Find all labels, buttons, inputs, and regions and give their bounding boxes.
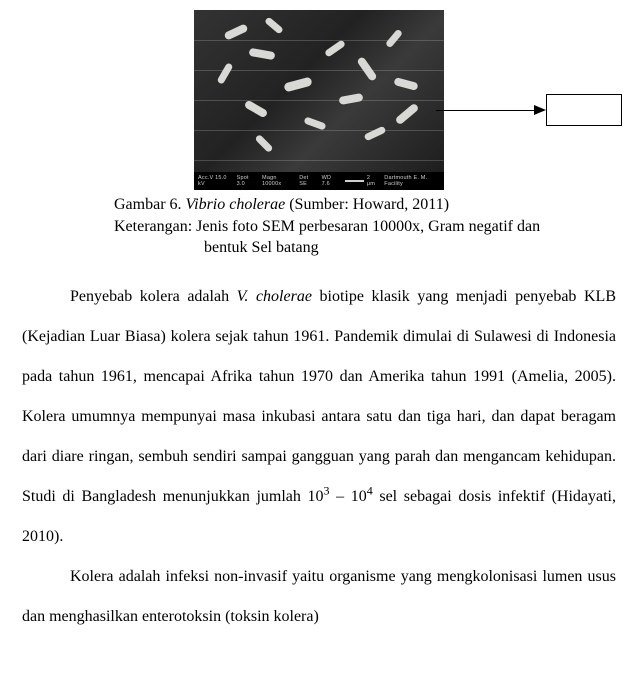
p1-text-d: – 10 (330, 488, 367, 505)
paragraph-2: Kolera adalah infeksi non-invasif yaitu … (22, 557, 616, 637)
p1-text-a: Penyebab kolera adalah (70, 288, 237, 305)
callout-box (546, 94, 622, 126)
sem-scale-label: 2 μm (367, 175, 378, 187)
sem-spot: Spot 3.0 (237, 175, 256, 187)
figure-caption: Gambar 6. Vibrio cholerae (Sumber: Howar… (114, 194, 584, 259)
sem-wd: WD 7.6 (322, 175, 339, 187)
sem-facility: Dartmouth E. M. Facility (384, 175, 440, 187)
sem-grid-line (194, 130, 444, 131)
caption-source: (Sumber: Howard, 2011) (285, 196, 449, 213)
sem-accv: Acc.V 15.0 kV (198, 175, 231, 187)
p1-text-c: biotipe klasik yang menjadi penyebab KLB… (22, 288, 616, 505)
sem-det: Det SE (299, 175, 315, 187)
caption-keterangan-1: Keterangan: Jenis foto SEM perbesaran 10… (114, 216, 584, 238)
sem-micrograph: Acc.V 15.0 kV Spot 3.0 Magn 10000x Det S… (194, 10, 444, 190)
page-root: Acc.V 15.0 kV Spot 3.0 Magn 10000x Det S… (0, 0, 638, 637)
sem-magn: Magn 10000x (262, 175, 293, 187)
scale-bar-icon (345, 180, 364, 182)
sem-grid-line (194, 70, 444, 71)
callout-arrow-icon (534, 105, 546, 115)
caption-number: Gambar 6. (114, 196, 186, 213)
caption-keterangan-2: bentuk Sel batang (204, 237, 584, 259)
sem-grid-line (194, 100, 444, 101)
callout-line (436, 110, 544, 111)
sem-footer: Acc.V 15.0 kV Spot 3.0 Magn 10000x Det S… (194, 172, 444, 190)
figure-block: Acc.V 15.0 kV Spot 3.0 Magn 10000x Det S… (22, 10, 616, 259)
body-text: Penyebab kolera adalah V. cholerae bioti… (22, 277, 616, 637)
sem-grid-line (194, 40, 444, 41)
paragraph-1: Penyebab kolera adalah V. cholerae bioti… (22, 277, 616, 557)
caption-species: Vibrio cholerae (186, 196, 286, 213)
p1-species: V. cholerae (237, 288, 312, 305)
sem-grid-line (194, 160, 444, 161)
sem-scale: 2 μm (345, 175, 378, 187)
